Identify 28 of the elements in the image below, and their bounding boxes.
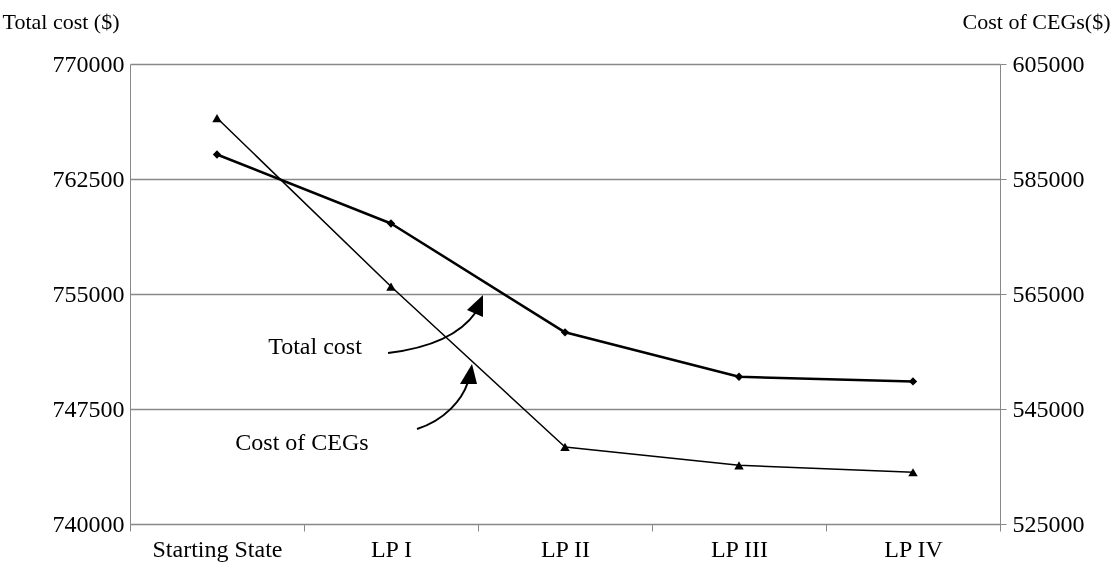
- annotation: Cost of CEGs: [235, 429, 369, 455]
- x-tick-label: LP III: [710, 535, 769, 562]
- point: [212, 113, 222, 123]
- y-tick-label: 755000: [52, 280, 125, 307]
- point: [560, 442, 570, 452]
- point: [734, 372, 744, 381]
- y-tick-label: 770000: [52, 50, 125, 77]
- x-tick-label: LP I: [370, 535, 413, 562]
- x-tick-label: LP II: [540, 535, 591, 562]
- x-tick-label: Starting State: [152, 535, 283, 562]
- y-axis-title: Total cost ($): [2, 8, 120, 34]
- y-tick-label: 747500: [52, 395, 125, 422]
- y2-tick-label: 605000: [1012, 50, 1085, 77]
- point: [908, 377, 918, 386]
- y2-tick-label: 525000: [1012, 510, 1085, 537]
- y2-tick-label: 585000: [1012, 165, 1085, 192]
- point: [908, 468, 918, 477]
- annotation: Total cost: [268, 333, 363, 359]
- y2-tick-label: 545000: [1012, 395, 1085, 422]
- point: [386, 219, 396, 228]
- y2-tick-label: 565000: [1012, 280, 1085, 307]
- point: [386, 282, 396, 291]
- y2-axis-title: Cost of CEGs($): [962, 8, 1111, 34]
- point: [212, 150, 222, 159]
- point: [560, 328, 570, 337]
- x-tick-label: LP IV: [884, 535, 944, 562]
- y-tick-label: 740000: [52, 510, 125, 537]
- y-tick-label: 762500: [52, 165, 125, 192]
